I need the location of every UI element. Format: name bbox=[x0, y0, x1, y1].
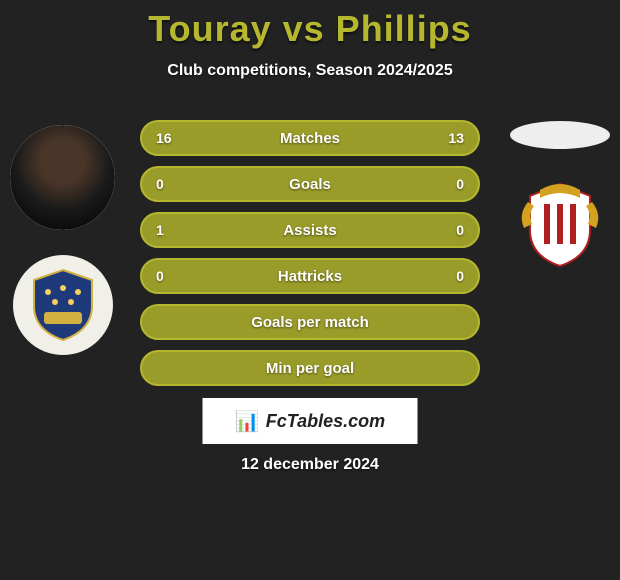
player-avatar-right bbox=[510, 121, 610, 149]
stat-label: Goals bbox=[289, 176, 331, 193]
stat-row-matches: 16 Matches 13 bbox=[140, 120, 480, 156]
shield-icon bbox=[24, 266, 102, 344]
stat-right-value: 13 bbox=[448, 130, 464, 146]
stat-row-hattricks: 0 Hattricks 0 bbox=[140, 258, 480, 294]
stat-left-value: 0 bbox=[156, 268, 164, 284]
infographic-container: Touray vs Phillips Club competitions, Se… bbox=[0, 0, 620, 580]
date-text: 12 december 2024 bbox=[241, 456, 379, 474]
stat-left-value: 1 bbox=[156, 222, 164, 238]
stat-right-value: 0 bbox=[456, 222, 464, 238]
stat-label: Hattricks bbox=[278, 268, 342, 285]
right-column bbox=[510, 125, 610, 274]
stat-left-value: 16 bbox=[156, 130, 172, 146]
stat-label: Matches bbox=[280, 130, 340, 147]
stat-label: Assists bbox=[283, 222, 336, 239]
player-avatar-left bbox=[10, 125, 115, 230]
stat-row-goals: 0 Goals 0 bbox=[140, 166, 480, 202]
stats-column: 16 Matches 13 0 Goals 0 1 Assists 0 0 Ha… bbox=[140, 120, 480, 386]
stat-right-value: 0 bbox=[456, 176, 464, 192]
watermark-text: FcTables.com bbox=[266, 411, 385, 432]
stat-row-min-per-goal: Min per goal bbox=[140, 350, 480, 386]
stat-label: Goals per match bbox=[251, 314, 369, 331]
stat-row-goals-per-match: Goals per match bbox=[140, 304, 480, 340]
stat-right-value: 0 bbox=[456, 268, 464, 284]
crest-icon bbox=[510, 174, 610, 274]
left-column bbox=[10, 125, 115, 355]
player-face-icon bbox=[10, 125, 115, 230]
page-title: Touray vs Phillips bbox=[0, 0, 620, 50]
club-logo-left bbox=[13, 255, 113, 355]
stat-row-assists: 1 Assists 0 bbox=[140, 212, 480, 248]
club-logo-right bbox=[510, 174, 610, 274]
stat-left-value: 0 bbox=[156, 176, 164, 192]
watermark: 📊 FcTables.com bbox=[203, 398, 418, 444]
chart-icon: 📊 bbox=[235, 409, 260, 434]
stat-label: Min per goal bbox=[266, 360, 354, 377]
subtitle: Club competitions, Season 2024/2025 bbox=[0, 62, 620, 80]
